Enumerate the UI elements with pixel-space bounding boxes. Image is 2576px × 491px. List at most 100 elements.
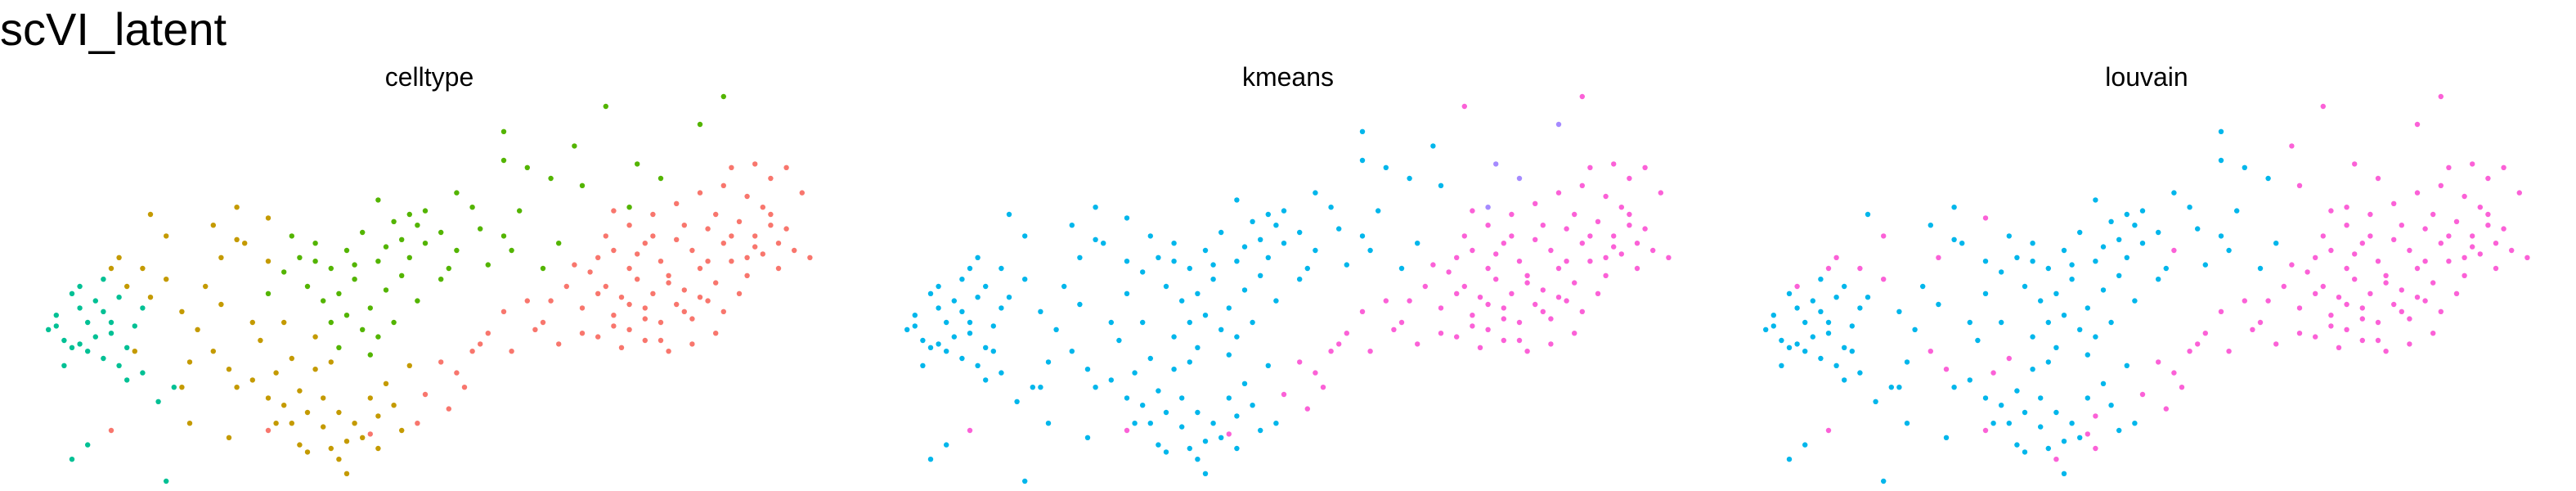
point-louvain-165: [2336, 295, 2342, 300]
point-louvain-125: [2257, 265, 2264, 272]
point-celltype-64: [297, 442, 303, 448]
point-kmeans-211: [1344, 331, 1350, 336]
point-kmeans-65: [1179, 395, 1185, 401]
point-celltype-35: [132, 349, 137, 354]
point-celltype-59: [383, 381, 389, 386]
point-celltype-85: [375, 445, 381, 452]
point-kmeans-206: [1650, 247, 1656, 254]
point-kmeans-42: [1093, 385, 1098, 390]
point-kmeans-215: [1281, 391, 1287, 398]
point-louvain-57: [2085, 395, 2090, 401]
point-celltype-98: [391, 218, 397, 224]
point-celltype-29: [77, 283, 83, 290]
point-louvain-37: [1881, 277, 1887, 282]
point-kmeans-89: [1093, 205, 1098, 210]
point-kmeans-75: [1077, 255, 1083, 260]
point-louvain-217: [2273, 341, 2279, 347]
point-louvain-107: [2116, 273, 2122, 278]
point-kmeans-55: [1210, 421, 1216, 426]
point-celltype-209: [524, 298, 530, 304]
point-kmeans-0: [904, 327, 910, 332]
point-celltype-0: [46, 327, 52, 332]
point-celltype-192: [563, 283, 569, 290]
point-louvain-139: [2132, 223, 2138, 228]
point-louvain-40: [1928, 349, 1933, 354]
point-kmeans-231: [1485, 301, 1491, 308]
point-kmeans-46: [1140, 403, 1146, 408]
point-kmeans-238: [1501, 316, 1507, 322]
point-celltype-220: [681, 223, 687, 228]
point-celltype-123: [572, 143, 577, 149]
point-celltype-1: [61, 337, 67, 344]
point-kmeans-44: [1124, 395, 1130, 401]
point-celltype-151: [595, 255, 601, 260]
point-celltype-155: [657, 259, 664, 264]
point-celltype-129: [657, 175, 664, 182]
point-celltype-24: [101, 277, 106, 282]
point-louvain-84: [1943, 435, 1950, 440]
point-celltype-111: [360, 327, 366, 332]
point-kmeans-78: [1069, 223, 1075, 228]
point-kmeans-164: [1461, 283, 1468, 290]
point-celltype-234: [705, 259, 711, 264]
point-louvain-236: [2485, 223, 2491, 228]
point-kmeans-181: [1548, 316, 1554, 322]
point-louvain-12: [1842, 345, 1847, 350]
point-celltype-194: [603, 233, 608, 239]
point-louvain-73: [1920, 283, 1926, 290]
point-kmeans-176: [1470, 313, 1475, 318]
point-louvain-229: [2462, 255, 2467, 260]
point-celltype-235: [752, 244, 758, 250]
point-kmeans-23: [975, 295, 981, 300]
point-louvain-17: [1825, 331, 1832, 336]
point-celltype-170: [697, 265, 703, 272]
point-louvain-206: [2509, 247, 2515, 254]
point-kmeans-20: [1014, 399, 1020, 404]
point-celltype-62: [406, 363, 412, 368]
point-celltype-240: [579, 331, 586, 336]
point-kmeans-189: [1548, 341, 1554, 347]
point-celltype-207: [807, 255, 813, 260]
point-louvain-124: [2296, 182, 2303, 188]
point-celltype-45: [273, 370, 279, 376]
point-kmeans-129: [1516, 175, 1523, 182]
point-louvain-58: [2093, 413, 2098, 419]
point-kmeans-140: [1234, 197, 1240, 203]
point-louvain-95: [2061, 247, 2067, 254]
point-kmeans-100: [1281, 241, 1287, 246]
point-kmeans-127: [1376, 208, 1381, 214]
point-kmeans-107: [1258, 273, 1263, 278]
point-louvain-35: [1849, 349, 1855, 354]
point-kmeans-138: [1258, 236, 1263, 242]
point-louvain-172: [2446, 259, 2452, 264]
point-celltype-163: [783, 226, 789, 232]
point-kmeans-92: [1156, 255, 1161, 260]
point-kmeans-62: [1265, 363, 1272, 368]
point-celltype-144: [336, 345, 342, 350]
point-celltype-203: [752, 161, 758, 167]
point-kmeans-205: [1658, 190, 1664, 196]
point-louvain-146: [2218, 128, 2224, 134]
point-celltype-229: [744, 255, 750, 260]
point-celltype-223: [635, 251, 640, 257]
point-louvain-10: [1770, 313, 1776, 318]
point-louvain-92: [2014, 255, 2020, 260]
point-celltype-92: [297, 255, 303, 260]
point-kmeans-230: [1516, 337, 1523, 344]
point-celltype-146: [500, 128, 507, 134]
point-louvain-163: [2501, 226, 2506, 232]
point-louvain-94: [2045, 265, 2051, 272]
point-louvain-126: [2273, 241, 2279, 246]
point-kmeans-54: [1202, 471, 1209, 476]
point-louvain-104: [2069, 277, 2075, 282]
point-celltype-150: [603, 103, 608, 110]
point-louvain-245: [1982, 427, 1989, 434]
point-celltype-181: [689, 316, 695, 322]
point-louvain-4: [1802, 349, 1808, 354]
point-celltype-70: [249, 319, 255, 326]
point-kmeans-232: [1454, 291, 1460, 296]
point-celltype-32: [124, 283, 130, 290]
point-kmeans-236: [1627, 223, 1632, 228]
point-kmeans-130: [1555, 121, 1562, 128]
point-celltype-43: [249, 377, 255, 383]
